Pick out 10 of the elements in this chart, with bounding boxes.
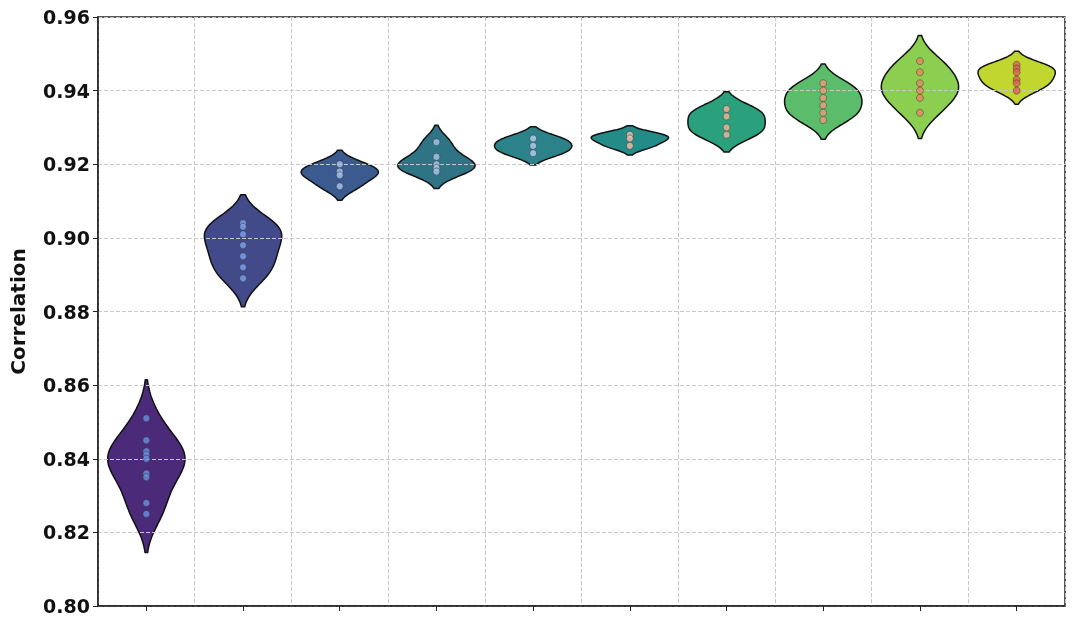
y-tick-label: 0.84 bbox=[43, 447, 90, 470]
y-axis-title: Correlation bbox=[6, 248, 30, 375]
y-tick-label: 0.88 bbox=[43, 300, 90, 323]
y-tick-label: 0.92 bbox=[43, 153, 90, 176]
y-tick-label: 0.80 bbox=[43, 595, 90, 617]
y-tick-label: 0.94 bbox=[43, 79, 90, 102]
y-tick-label: 0.86 bbox=[43, 374, 90, 397]
y-tick-label: 0.96 bbox=[43, 6, 90, 28]
y-tick-label: 0.82 bbox=[43, 521, 90, 544]
y-tick-label: 0.90 bbox=[43, 226, 90, 249]
